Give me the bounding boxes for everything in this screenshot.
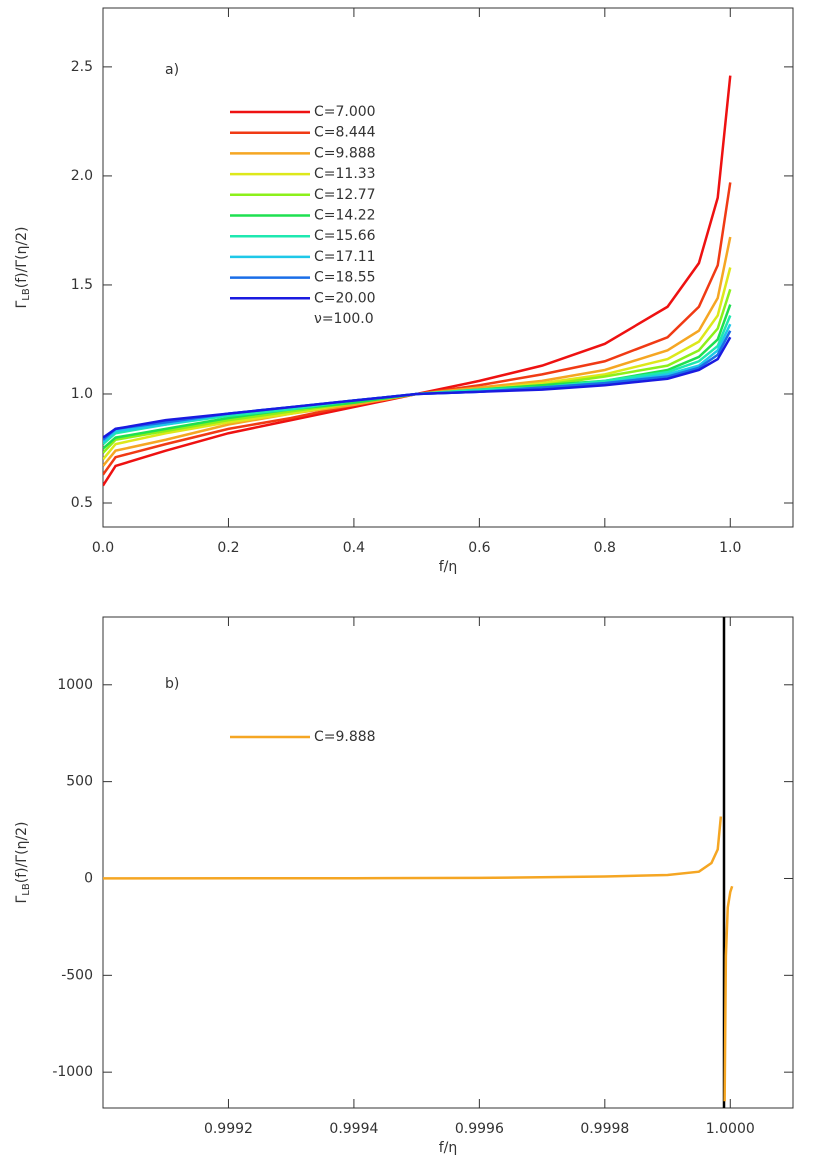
y-axis-label: ΓLB(f)/Γ(η/2) [14, 226, 32, 308]
y-axis-label: ΓLB(f)/Γ(η/2) [14, 821, 32, 903]
legend-label: C=15.66 [314, 228, 376, 244]
panel-label: b) [165, 676, 179, 692]
y-tick-label: -500 [61, 967, 93, 983]
y-tick-label: 500 [66, 774, 93, 790]
legend-label: C=20.00 [314, 290, 376, 306]
y-label-main: Γ [14, 301, 30, 309]
y-tick-label: 2.5 [71, 59, 93, 75]
panel-label: a) [165, 62, 179, 78]
x-tick-label: 0.6 [468, 540, 490, 556]
annotation: ν=100.0 [314, 311, 374, 327]
y-tick-label: 0 [84, 870, 93, 886]
x-tick-label: 0.9992 [204, 1121, 253, 1137]
legend-label: C=7.000 [314, 104, 376, 120]
plot-frame [102, 7, 794, 528]
x-tick-label: 0.8 [594, 540, 616, 556]
legend-label: C=11.33 [314, 166, 376, 182]
plot-area [103, 617, 734, 1108]
x-tick-label: 0.9998 [580, 1121, 629, 1137]
x-tick-label: 0.9994 [329, 1121, 378, 1137]
x-tick-label: 1.0 [719, 540, 741, 556]
plot-area [103, 75, 732, 487]
x-axis-label: f/η [439, 1140, 458, 1156]
panel: 0.0 0.2 0.4 0.6 0.8 1.0 0.5 1.0 1.5 2.0 2.5 f/η ΓLB(… [14, 7, 794, 575]
x-tick-label: 1.0000 [706, 1121, 755, 1137]
legend-label: C=8.444 [314, 125, 376, 141]
legend-label: C=9.888 [314, 729, 376, 745]
x-tick-label: 0.4 [343, 540, 365, 556]
legend-label: C=17.11 [314, 249, 376, 265]
y-label-rest: (f)/Γ(η/2) [14, 821, 30, 883]
series-line [103, 336, 732, 439]
y-tick-label: 2.0 [71, 168, 93, 184]
x-tick-label: 0.9996 [455, 1121, 504, 1137]
x-tick-label: 0.2 [217, 540, 239, 556]
legend-label: C=12.77 [314, 187, 376, 203]
x-axis-label: f/η [439, 559, 458, 575]
series-line [103, 182, 732, 476]
series-line [103, 816, 734, 1102]
y-tick-label: -1000 [52, 1064, 93, 1080]
series-line [103, 267, 732, 461]
y-tick-label: 0.5 [71, 495, 93, 511]
y-tick-label: 1.0 [71, 386, 93, 402]
x-tick-label: 0.0 [92, 540, 114, 556]
panel: 0.9992 0.9994 0.9996 0.9998 1.0000 -1000 -500 0… [14, 616, 794, 1156]
legend-label: C=9.888 [314, 145, 376, 161]
y-tick-label: 1.5 [71, 277, 93, 293]
legend-label: C=14.22 [314, 208, 376, 224]
series-line [103, 236, 732, 467]
y-label-rest: (f)/Γ(η/2) [14, 226, 30, 288]
y-label-main: Γ [14, 896, 30, 904]
series-line [103, 75, 732, 487]
y-label-sub: LB [21, 883, 32, 896]
legend-label: C=18.55 [314, 270, 376, 286]
plot-frame [102, 616, 794, 1109]
y-label-sub: LB [21, 288, 32, 301]
y-tick-label: 1000 [57, 677, 93, 693]
